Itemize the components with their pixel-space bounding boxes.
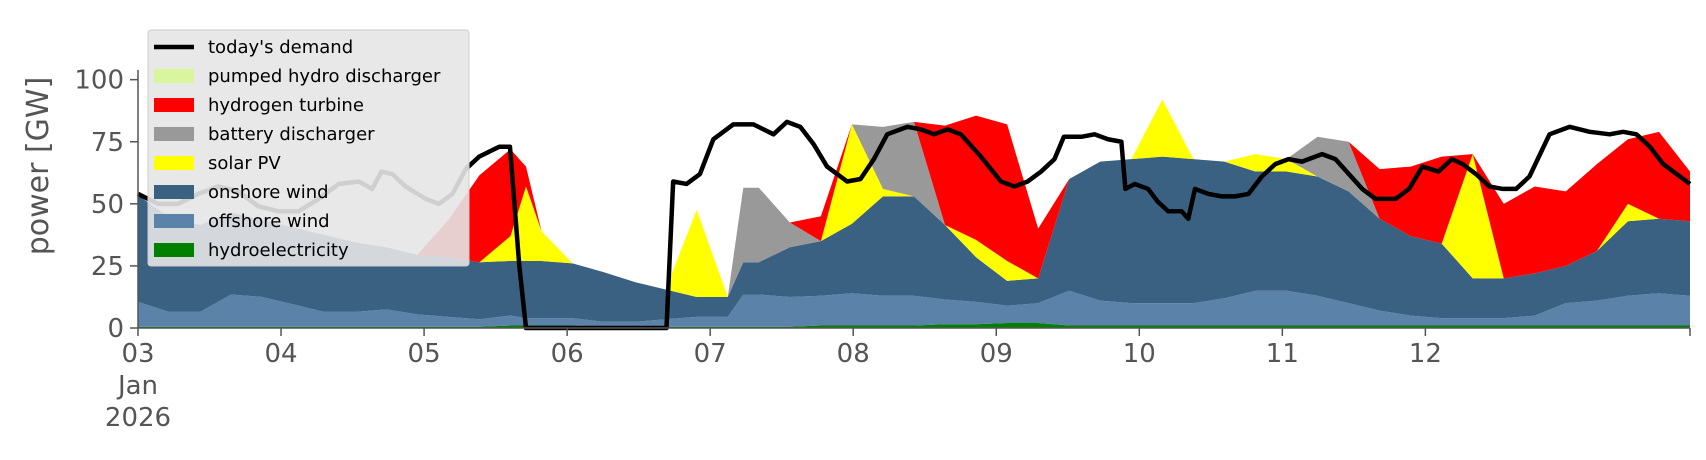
legend-swatch <box>154 185 194 199</box>
y-tick-label: 0 <box>107 314 124 344</box>
x-tick-label: 11 <box>1266 339 1299 369</box>
legend-swatch <box>154 243 194 257</box>
x-tick-label: 09 <box>980 339 1013 369</box>
legend-swatch <box>154 156 194 170</box>
y-axis-label: power [GW] <box>21 77 56 256</box>
area-solar-pv <box>138 99 1690 297</box>
area-offshore-wind <box>138 290 1690 327</box>
legend-label: onshore wind <box>208 182 329 203</box>
area-battery-discharger <box>138 99 1690 297</box>
x-tick-label: 04 <box>264 339 297 369</box>
y-tick-label: 75 <box>91 128 124 158</box>
y-tick-label: 100 <box>74 66 124 96</box>
legend-label: today's demand <box>208 37 353 58</box>
x-tick-label: 12 <box>1409 339 1442 369</box>
y-tick-label: 25 <box>91 252 124 282</box>
x-tick-label: 03 <box>121 339 154 369</box>
x-tick-label: 08 <box>837 339 870 369</box>
x-tick-label: 06 <box>551 339 584 369</box>
legend-label: pumped hydro discharger <box>208 66 441 87</box>
x-tick-label: 05 <box>408 339 441 369</box>
legend-label: offshore wind <box>208 211 330 232</box>
legend-swatch <box>154 127 194 141</box>
legend-label: battery discharger <box>208 124 375 145</box>
y-tick-label: 50 <box>91 190 124 220</box>
legend-label: solar PV <box>208 153 281 174</box>
legend: today's demand pumped hydro discharger hyd… <box>147 29 470 267</box>
legend-label: hydroelectricity <box>208 240 349 261</box>
legend-label: hydrogen turbine <box>208 95 364 116</box>
x-tick-sublabel: Jan <box>116 371 158 401</box>
legend-swatch <box>154 98 194 112</box>
area-onshore-wind <box>138 156 1690 322</box>
legend-swatch <box>154 69 194 83</box>
legend-swatch <box>154 214 194 228</box>
x-tick-label: 10 <box>1123 339 1156 369</box>
legend-box <box>147 29 470 267</box>
x-tick-sublabel: 2026 <box>105 403 171 433</box>
x-tick-label: 07 <box>694 339 727 369</box>
